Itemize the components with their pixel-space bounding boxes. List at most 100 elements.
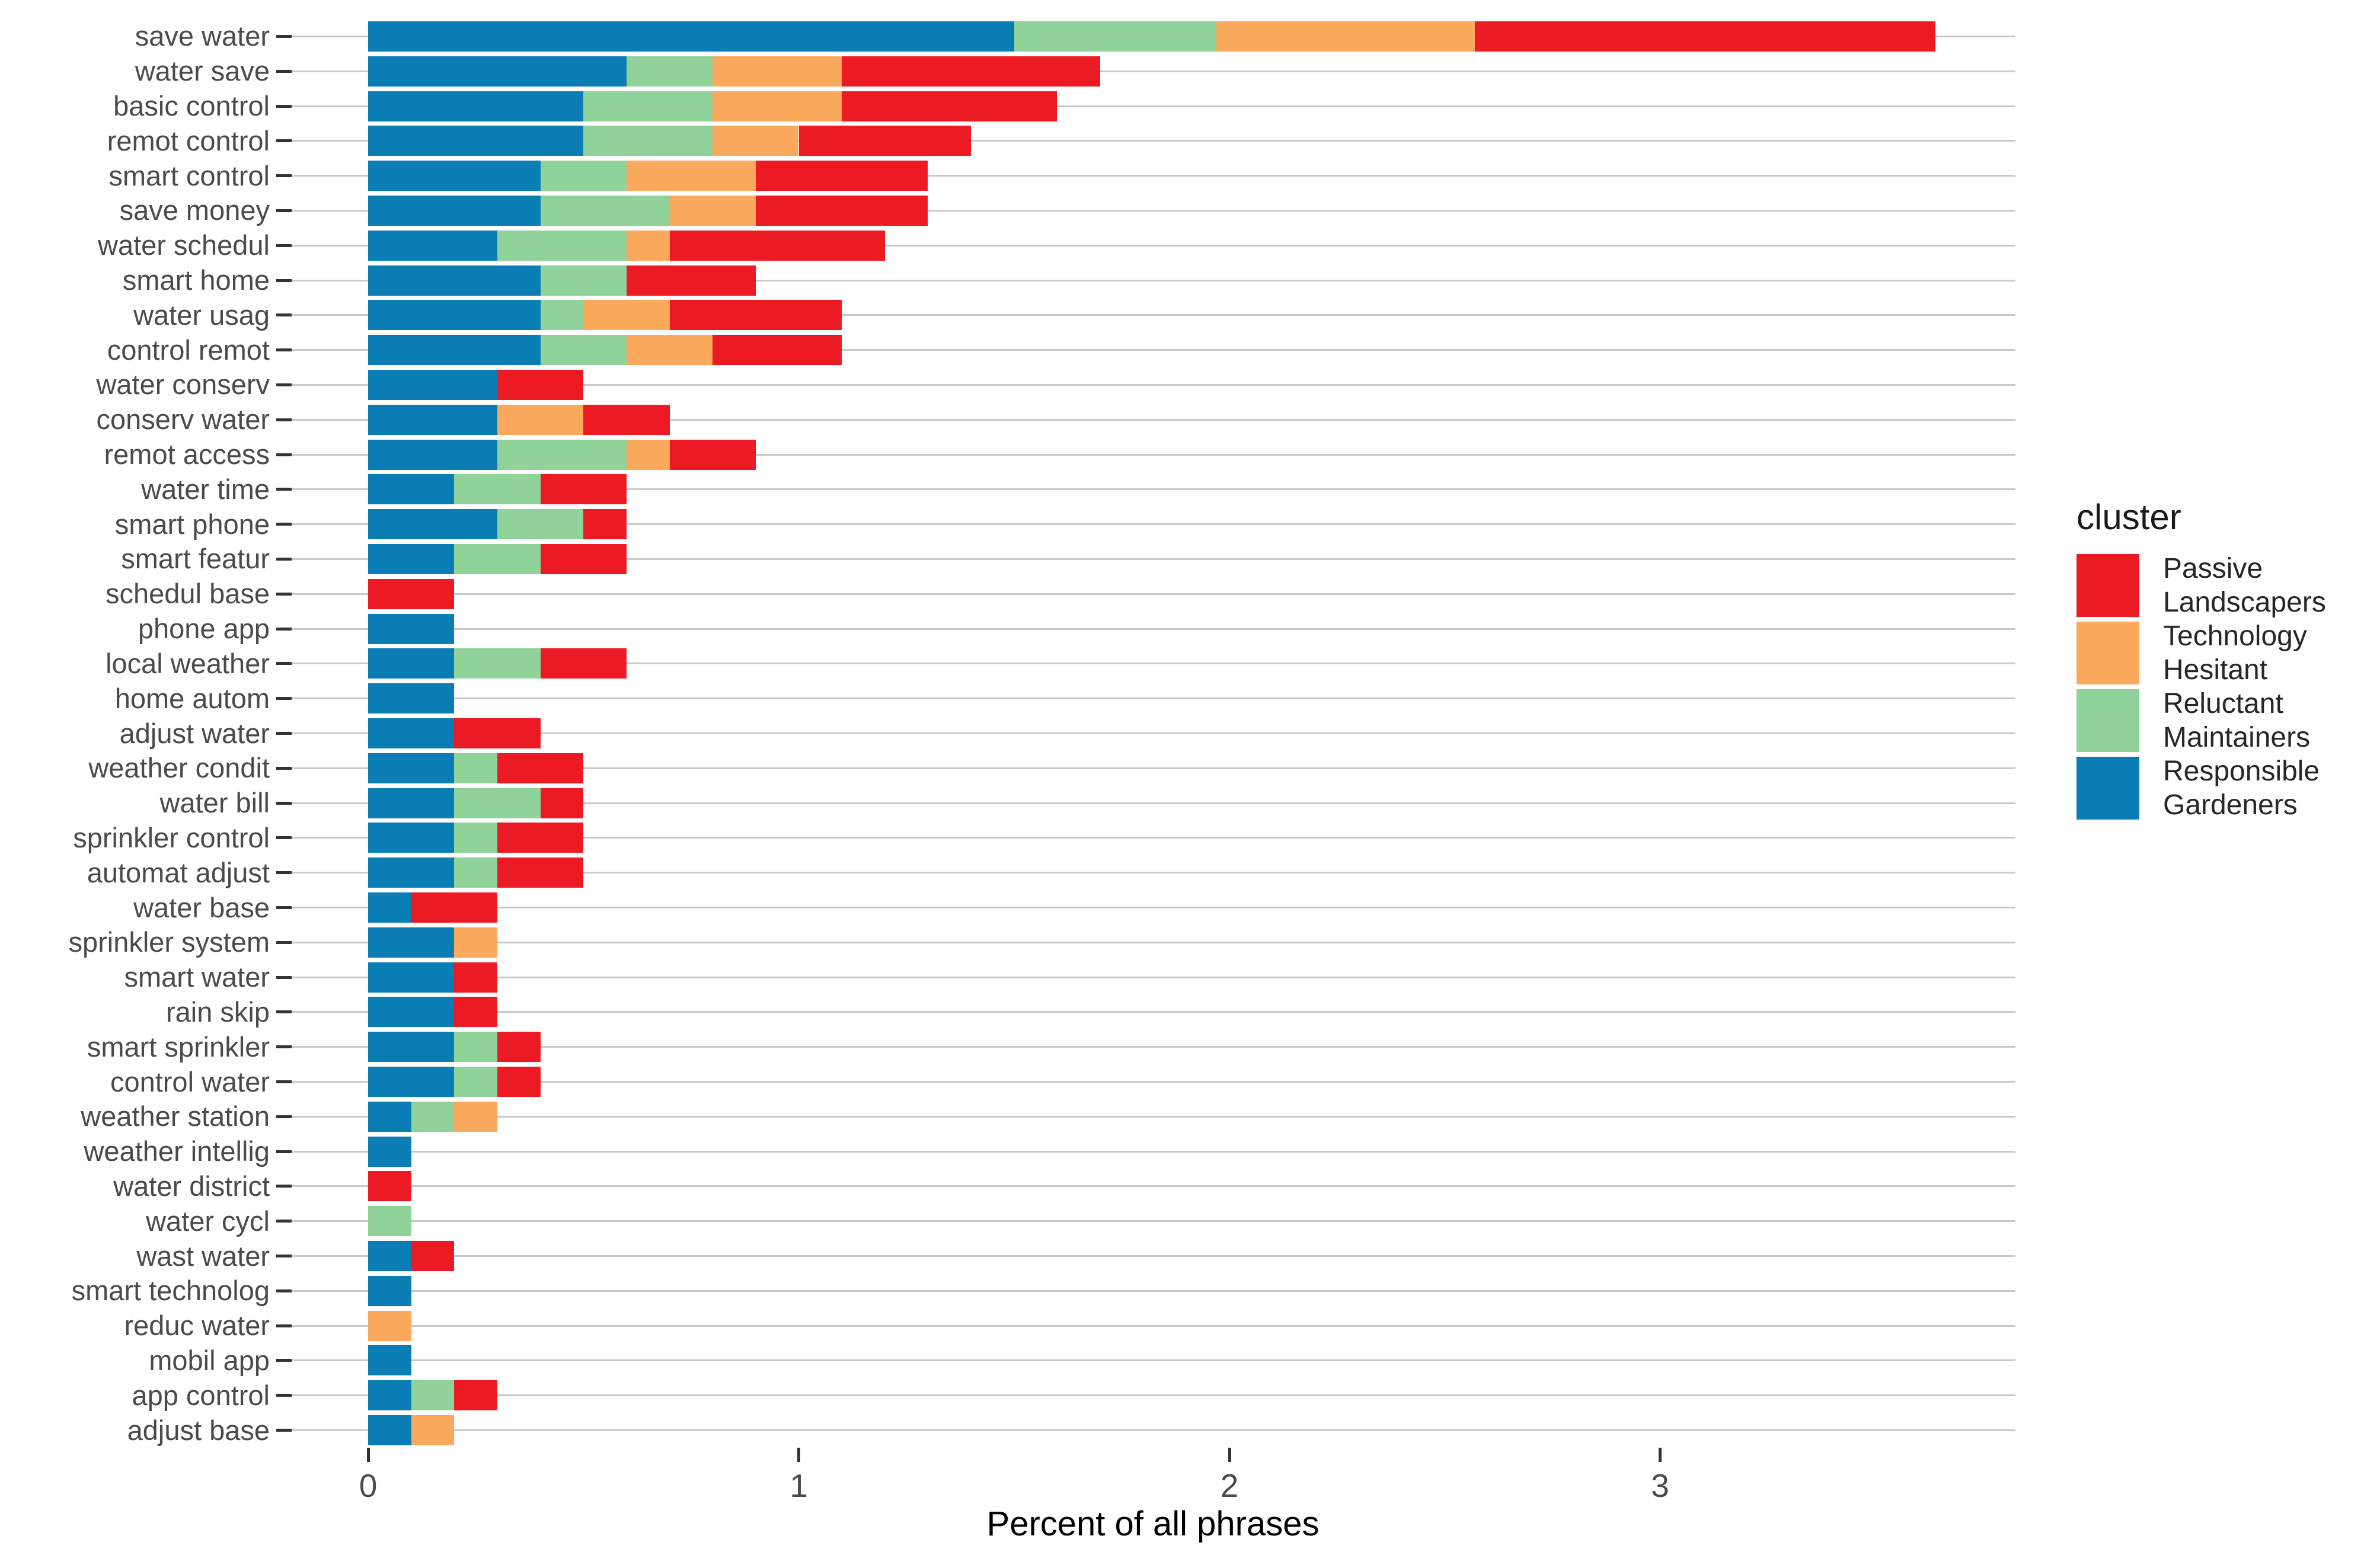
bar-segment <box>626 335 713 366</box>
legend-entry: Passive Landscapers <box>2073 553 2375 618</box>
bar-segment <box>368 230 497 261</box>
y-axis-label: reduc water <box>124 1310 270 1342</box>
bar-segment <box>713 335 842 366</box>
x-tick-label: 1 <box>790 1467 808 1504</box>
bar-segment <box>497 753 584 783</box>
grid-line <box>290 558 2015 560</box>
x-tick-label: 3 <box>1651 1467 1669 1504</box>
y-tick-mark <box>276 383 292 386</box>
x-tick-mark <box>1228 1448 1231 1462</box>
y-tick-mark <box>276 1394 292 1397</box>
y-tick-mark <box>276 34 292 38</box>
bar-segment <box>368 718 455 748</box>
legend-keys: Passive Landscapers Technology Hesitant Re… <box>2073 553 2375 821</box>
grid-line <box>290 628 2015 630</box>
bar-segment <box>626 265 756 296</box>
grid-line <box>290 1324 2015 1327</box>
y-axis-label: wast water <box>136 1240 270 1272</box>
y-axis-label: remot control <box>107 124 270 156</box>
y-tick-mark <box>276 662 292 665</box>
y-tick-mark <box>276 1429 292 1432</box>
bar-segment <box>368 823 455 853</box>
y-tick-mark <box>276 801 292 805</box>
bar-segment <box>368 613 455 644</box>
y-tick-mark <box>276 906 292 910</box>
x-axis-title: Percent of all phrases <box>986 1505 1320 1543</box>
grid-line <box>290 523 2015 526</box>
bar-segment <box>368 56 627 87</box>
bar-segment <box>713 56 842 87</box>
y-tick-mark <box>276 1359 292 1362</box>
y-axis-label: sprinkler control <box>73 821 270 853</box>
bar-segment <box>368 404 497 435</box>
y-axis-label: smart control <box>108 159 270 191</box>
y-axis-label: smart featur <box>121 543 270 575</box>
bar-segment <box>540 543 627 574</box>
bar-segment <box>713 91 842 121</box>
grid-line <box>290 732 2015 734</box>
grid-line <box>290 314 2015 316</box>
bar-segment <box>411 1101 455 1132</box>
y-axis-label: water base <box>133 891 270 923</box>
bar-segment <box>368 335 541 366</box>
y-axis-label: smart phone <box>114 508 270 540</box>
y-axis-label: save water <box>135 20 270 52</box>
y-axis-label: local weather <box>106 647 270 679</box>
bar-segment <box>368 439 497 470</box>
bar-segment <box>540 474 627 505</box>
y-axis-label: water usag <box>133 299 270 331</box>
bar-segment <box>669 230 885 261</box>
bar-segment <box>497 1032 541 1063</box>
y-tick-mark <box>276 523 292 526</box>
y-axis-label: adjust water <box>119 717 270 749</box>
legend-entry: Reluctant Maintainers <box>2073 688 2375 753</box>
bar-segment <box>368 753 455 783</box>
grid-line <box>290 488 2015 491</box>
x-tick-mark <box>797 1448 800 1462</box>
bar-segment <box>497 1067 541 1097</box>
y-axis-label: water time <box>141 473 270 505</box>
grid-line <box>290 697 2015 700</box>
grid-line <box>290 105 2015 107</box>
y-tick-mark <box>276 418 292 421</box>
bar-segment <box>368 788 455 818</box>
y-tick-mark <box>276 1255 292 1258</box>
bar-segment <box>583 404 670 435</box>
grid-line <box>290 1081 2015 1083</box>
y-tick-mark <box>276 697 292 700</box>
bar-segment <box>1475 21 1936 52</box>
bar-segment <box>454 753 497 783</box>
bar-segment <box>368 21 1014 52</box>
grid-line <box>290 976 2015 978</box>
grid-line <box>290 872 2015 874</box>
grid-line <box>290 209 2015 212</box>
legend-color-swatch <box>2076 622 2139 684</box>
y-axis-label: water bill <box>159 787 270 819</box>
legend-entry: Technology Hesitant <box>2073 620 2375 686</box>
y-tick-mark <box>276 592 292 596</box>
grid-line <box>290 175 2015 177</box>
y-tick-mark <box>276 488 292 491</box>
grid-line <box>290 349 2015 351</box>
bar-segment <box>583 300 670 331</box>
bar-segment <box>540 265 627 296</box>
y-axis-label: automat adjust <box>87 856 270 888</box>
bar-segment <box>669 300 842 331</box>
bar-segment <box>669 195 756 226</box>
bar-segment <box>497 230 627 261</box>
y-tick-mark <box>276 1324 292 1327</box>
bar-segment <box>583 126 713 156</box>
bar-segment <box>798 126 972 156</box>
legend-entry-label: Passive Landscapers <box>2163 553 2326 618</box>
bar-segment <box>368 1136 411 1167</box>
bar-segment <box>368 265 541 296</box>
bar-segment <box>368 195 541 226</box>
y-tick-mark <box>276 139 292 143</box>
y-axis-label: schedul base <box>106 578 270 610</box>
bar-segment <box>626 161 756 191</box>
y-tick-mark <box>276 1220 292 1223</box>
bar-segment <box>368 1101 411 1132</box>
bar-segment <box>497 404 584 435</box>
y-axis-label: save money <box>119 194 270 226</box>
bar-segment <box>411 1241 455 1272</box>
